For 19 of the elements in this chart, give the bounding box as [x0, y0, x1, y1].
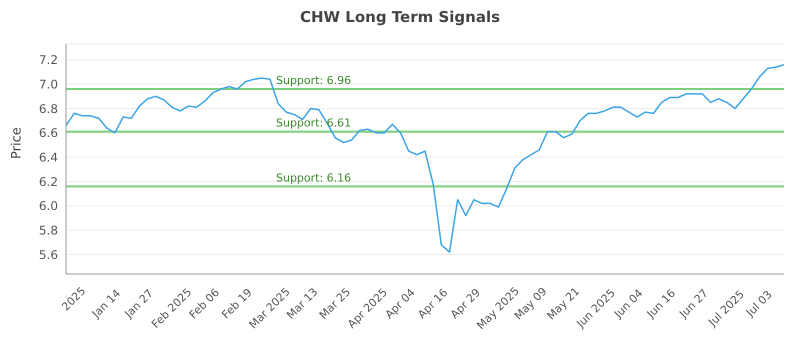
y-tick-label: 6.8 [38, 102, 58, 116]
y-tick-label: 6.4 [38, 150, 58, 164]
x-tick-label: Jul 03 [742, 288, 775, 320]
x-tick-label: Jun 16 [644, 286, 678, 322]
x-tick-label: Jan 14 [88, 286, 124, 322]
y-tick-label: 6.6 [38, 126, 58, 140]
y-tick-label: 6.2 [38, 174, 58, 189]
ref-line-label: Support: 6.16 [276, 171, 352, 184]
line-series [65, 64, 785, 253]
chart-title: CHW Long Term Signals [298, 8, 502, 26]
ref-line-label: Support: 6.61 [276, 116, 352, 130]
y-tick-label: 7.2 [38, 53, 58, 68]
y-axis-title: Price [10, 127, 25, 159]
y-tick-label: 5.6 [38, 248, 58, 262]
y-tick-label: 7.0 [38, 77, 58, 92]
ref-line-label: Support: 6.96 [276, 74, 352, 88]
y-tick-label: 5.8 [38, 223, 58, 238]
y-tick-label: 6.0 [38, 199, 58, 214]
x-tick-label: Apr 16 [415, 286, 450, 322]
